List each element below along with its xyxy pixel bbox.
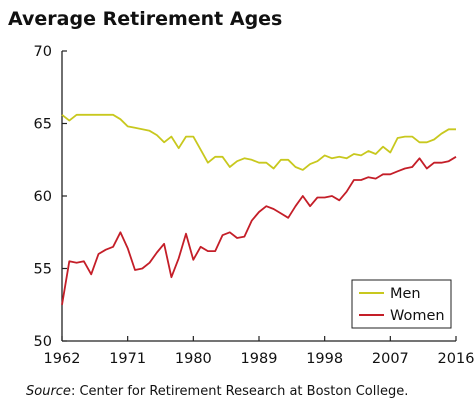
- y-tick-label: 70: [34, 44, 52, 60]
- series-lines: [61, 113, 457, 305]
- legend: Men Women: [351, 279, 452, 329]
- source-text: : Center for Retirement Research at Bost…: [70, 384, 409, 399]
- y-tick-label: 55: [34, 262, 52, 278]
- tick-labels: 50 55 60 65 70 1962 1971 1980 1989 1998 2007 2016: [34, 44, 474, 367]
- x-tick-label: 1980: [175, 351, 212, 367]
- legend-box: [351, 279, 452, 329]
- source-note: Source: Center for Retirement Research a…: [26, 384, 408, 399]
- series-line-women: [61, 156, 457, 305]
- series-line-men: [61, 113, 456, 171]
- chart-title: Average Retirement Ages: [8, 8, 283, 30]
- x-tick-label: 1971: [109, 351, 146, 367]
- legend-label-men: Men: [390, 286, 421, 302]
- x-tick-label: 1998: [306, 351, 343, 367]
- x-tick-label: 2016: [438, 351, 474, 367]
- axes: [61, 50, 457, 342]
- y-tick-label: 60: [34, 189, 52, 205]
- x-tick-label: 1989: [241, 351, 278, 367]
- y-tick-label: 65: [34, 117, 52, 133]
- x-tick-label: 2007: [372, 351, 409, 367]
- x-tick-label: 1962: [44, 351, 81, 367]
- y-tick-label: 50: [34, 334, 52, 350]
- source-prefix: Source: [26, 384, 71, 399]
- legend-label-women: Women: [390, 308, 445, 324]
